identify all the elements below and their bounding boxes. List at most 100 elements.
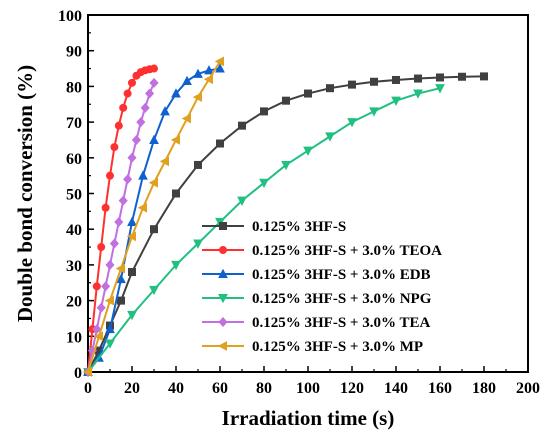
data-point	[215, 139, 224, 148]
data-point	[347, 80, 356, 89]
data-point	[93, 331, 103, 342]
data-point	[203, 74, 214, 85]
data-point	[369, 107, 379, 117]
data-point	[92, 324, 102, 335]
data-point	[101, 203, 110, 212]
data-point	[435, 84, 445, 94]
data-point	[119, 103, 128, 112]
legend-entry: 0.125% 3HF-S + 3.0% MP	[202, 339, 423, 355]
data-point	[149, 285, 159, 296]
x-tick-label: 200	[516, 380, 540, 397]
data-point	[479, 72, 488, 81]
data-point	[104, 295, 114, 306]
legend-marker	[218, 317, 228, 327]
data-point	[457, 72, 466, 81]
data-point	[182, 75, 192, 86]
legend-label: 0.125% 3HF-S + 3.0% NPG	[252, 291, 432, 307]
x-tick-label: 140	[384, 380, 408, 397]
legend-entry: 0.125% 3HF-S	[202, 219, 346, 235]
data-point	[369, 77, 378, 86]
data-point	[126, 231, 137, 242]
data-point	[435, 73, 444, 82]
data-point	[131, 134, 141, 145]
data-point	[170, 135, 181, 145]
y-tick-label: 40	[66, 222, 82, 239]
y-tick-label: 70	[66, 115, 82, 132]
legend-entry: 0.125% 3HF-S + 3.0% TEA	[202, 315, 430, 331]
y-tick-label: 20	[66, 294, 82, 311]
y-tick-label: 60	[66, 151, 82, 168]
y-tick-label: 80	[66, 79, 82, 96]
data-point	[127, 310, 137, 321]
data-point	[413, 74, 422, 83]
x-tick-label: 80	[256, 380, 272, 397]
legend-label: 0.125% 3HF-S	[252, 219, 346, 235]
data-point	[123, 174, 133, 185]
y-tick-label: 90	[66, 44, 82, 61]
y-tick-label: 100	[58, 8, 82, 25]
data-point	[347, 118, 357, 128]
data-point	[137, 202, 148, 213]
x-tick-label: 20	[124, 380, 140, 397]
legend-entry: 0.125% 3HF-S + 3.0% EDB	[202, 267, 431, 283]
data-point	[160, 106, 170, 116]
y-tick-label: 0	[74, 365, 82, 382]
y-tick-label: 10	[66, 329, 82, 346]
x-tick-label: 120	[340, 380, 364, 397]
data-point	[325, 132, 335, 142]
data-point	[171, 260, 181, 271]
series-4	[83, 84, 445, 378]
data-point	[105, 323, 115, 334]
legend-label: 0.125% 3HF-S + 3.0% TEA	[252, 315, 430, 331]
data-point	[138, 170, 148, 180]
legend-marker	[218, 293, 228, 304]
data-point	[92, 282, 101, 291]
data-point	[204, 65, 214, 75]
data-point	[193, 160, 202, 169]
data-point	[117, 296, 126, 305]
series-6	[82, 56, 225, 377]
legend-entry: 0.125% 3HF-S + 3.0% TEOA	[202, 243, 442, 259]
x-tick-label: 160	[428, 380, 452, 397]
data-point	[101, 281, 111, 292]
data-point	[127, 268, 136, 277]
x-tick-label: 60	[212, 380, 228, 397]
data-point	[148, 177, 159, 188]
data-point	[115, 263, 125, 274]
data-point	[118, 195, 128, 206]
data-point	[109, 238, 119, 249]
data-point	[114, 121, 123, 130]
data-point	[192, 92, 203, 102]
data-point	[127, 216, 137, 227]
data-point	[281, 96, 290, 105]
data-point	[149, 77, 159, 88]
data-point	[149, 225, 158, 234]
data-point	[193, 68, 203, 78]
y-axis-title: Double bond conversion (%)	[13, 65, 37, 322]
data-point	[171, 189, 180, 198]
data-point	[105, 259, 115, 270]
data-point	[303, 146, 313, 156]
data-point	[171, 88, 181, 98]
data-point	[259, 178, 269, 189]
data-point	[116, 273, 126, 284]
legend-marker	[218, 221, 227, 230]
legend-entry: 0.125% 3HF-S + 3.0% NPG	[202, 291, 432, 307]
x-tick-label: 180	[472, 380, 496, 397]
series-5	[83, 77, 159, 377]
series-1	[84, 72, 488, 376]
data-point	[391, 75, 400, 84]
data-point	[181, 113, 192, 124]
data-point	[214, 56, 225, 67]
data-point	[136, 117, 146, 128]
data-point	[237, 196, 247, 206]
x-axis-title: Irradiation time (s)	[222, 406, 395, 430]
legend-marker	[218, 245, 227, 254]
legend-label: 0.125% 3HF-S + 3.0% MP	[252, 339, 423, 355]
data-point	[97, 243, 106, 252]
data-point	[149, 64, 158, 73]
data-point	[237, 121, 246, 130]
legend-marker	[218, 268, 228, 279]
data-point	[325, 84, 334, 93]
